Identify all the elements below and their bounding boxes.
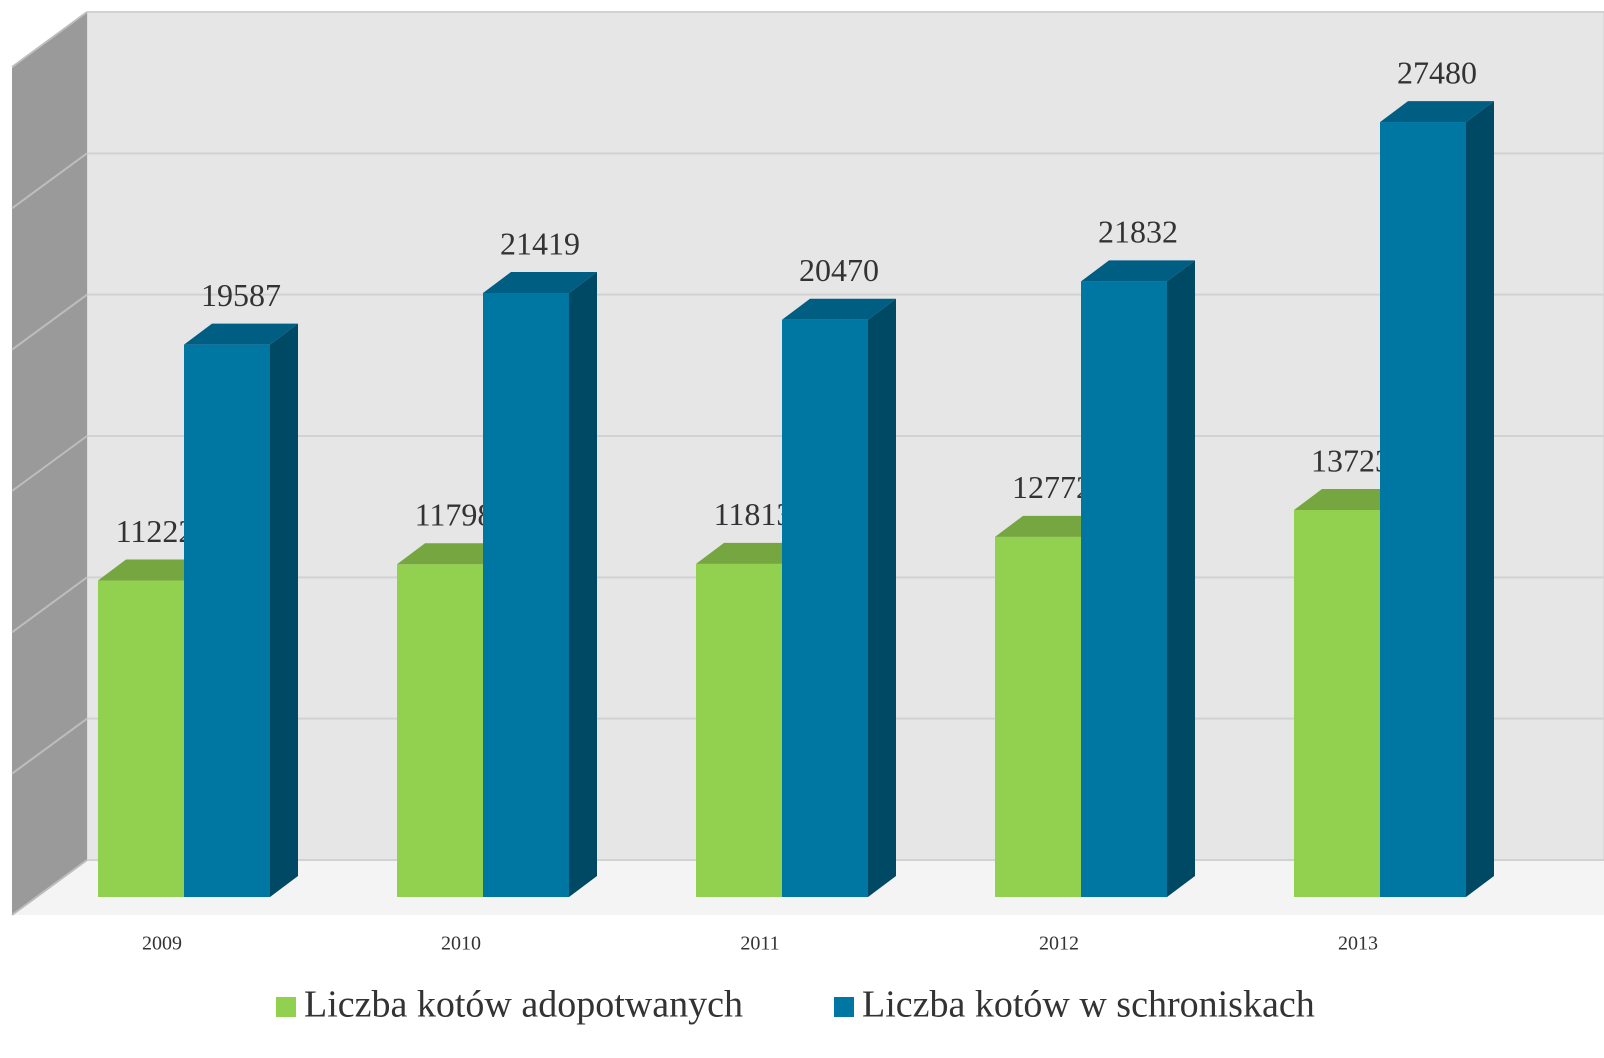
x-tick-label: 2013 [1338,933,1378,955]
data-label: 11813 [714,496,793,532]
legend-swatch [834,997,854,1017]
data-label: 11222 [116,513,195,549]
data-label: 12772 [1012,469,1092,505]
bar-top [696,542,810,564]
bar-front [98,580,184,897]
bar-front [1294,510,1380,897]
bar [483,271,597,897]
bar-front [397,564,483,897]
bar-side [868,298,896,898]
bar [184,323,298,897]
grid-line-side [11,859,88,916]
bar-front [696,563,782,897]
x-tick-label: 2012 [1039,933,1079,955]
grid-line [11,11,1604,68]
bar-top [1380,101,1494,123]
bar-front [1380,122,1466,897]
bar-top [483,271,597,293]
bar-side [270,323,298,897]
grid-line-side [11,293,88,351]
grid-line [11,152,1604,210]
legend-label: Liczba kotów adopotwanych [304,984,743,1026]
bar-top [995,515,1109,537]
grid-line [11,293,1604,351]
bar-top [1294,489,1408,511]
bar-top [1081,260,1195,282]
x-tick-label: 2011 [740,933,779,955]
legend-swatch [276,997,296,1017]
data-label: 13723 [1311,442,1391,478]
grid-line-side [11,717,88,775]
data-label: 21832 [1098,214,1178,250]
bar [1380,101,1494,897]
bar [1081,260,1195,897]
bar-front [782,319,868,898]
data-label: 20470 [799,252,879,288]
bar-top [98,559,212,581]
bar [782,298,896,898]
legend-label: Liczba kotów w schroniskach [862,984,1315,1026]
bar-top [782,298,896,320]
bar-side [569,271,597,897]
grid-line-side [11,11,88,68]
bar-front [483,292,569,897]
x-tick-label: 2010 [441,933,481,955]
bar-side [1466,101,1494,897]
grid-line-side [11,152,88,210]
data-label: 19587 [201,277,281,313]
bar-front [1081,281,1167,897]
bar-front [995,536,1081,897]
x-tick-label: 2009 [142,933,182,955]
bar-front [184,344,270,897]
bar-top [184,323,298,345]
data-label: 11798 [415,497,494,533]
data-label: 27480 [1397,54,1477,90]
bar-top [397,543,511,565]
grid-line-side [11,435,88,492]
grid-line-side [11,576,88,634]
bar-side [1167,260,1195,897]
data-label: 21419 [500,225,580,261]
